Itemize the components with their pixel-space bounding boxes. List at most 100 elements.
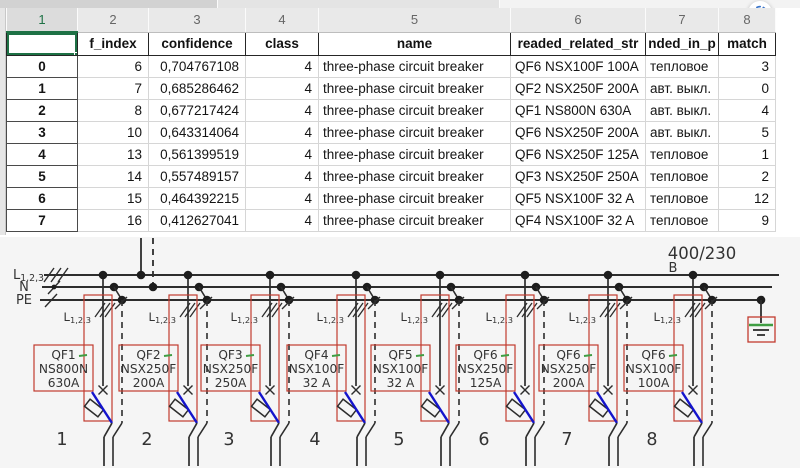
cell[interactable]: three-phase circuit breaker [318,120,511,144]
cell[interactable]: 4 [6,142,78,166]
cell[interactable]: QF4 NSX100F 32 A [510,208,646,232]
cell[interactable]: 5 [718,120,776,144]
cell[interactable]: QF6 NSX250F 200A [510,120,646,144]
column-header-6[interactable]: 6 [510,8,646,33]
svg-text:QF4: QF4 [304,348,329,362]
svg-text:QF6: QF6 [641,348,665,362]
column-header-4[interactable]: 4 [245,8,319,33]
column-header-2[interactable]: 2 [77,8,149,33]
cell[interactable]: 0,685286462 [148,76,246,100]
column-header-1[interactable]: 1 [6,8,78,33]
cell[interactable]: QF6 NSX100F 100A [510,54,646,78]
ocr-annotation-mark [78,354,88,357]
column-header-7[interactable]: 7 [645,8,719,33]
table-row: 7 16 0,412627041 4 three-phase circuit break… [6,208,776,232]
cell[interactable]: 6 [77,54,149,78]
cell[interactable]: 13 [77,142,149,166]
cell[interactable]: 7 [6,208,78,232]
branch-phase-label: L1,2,3 [317,310,344,325]
cell[interactable]: 4 [245,164,319,188]
cell[interactable]: QF2 NSX250F 200A [510,76,646,100]
cell[interactable]: 3 [6,120,78,144]
cell[interactable]: авт. выкл. [645,76,719,100]
svg-text:NSX250F: NSX250F [458,362,513,376]
cell[interactable]: тепловое [645,164,719,188]
cell[interactable]: 4 [245,186,319,210]
cell[interactable]: тепловое [645,142,719,166]
cell[interactable]: авт. выкл. [645,120,719,144]
cell[interactable]: 4 [245,54,319,78]
cell[interactable]: QF5 NSX100F 32 A [510,186,646,210]
feeder-number: 2 [141,430,152,450]
cell[interactable]: 2 [6,98,78,122]
cell[interactable]: three-phase circuit breaker [318,76,511,100]
cell[interactable]: QF3 NSX250F 250A [510,164,646,188]
cell[interactable]: 5 [6,164,78,188]
cell[interactable]: 12 [718,186,776,210]
field-header-match[interactable]: match [718,31,776,56]
cell[interactable]: 4 [245,98,319,122]
cell[interactable]: 14 [77,164,149,188]
cell[interactable]: тепловое [645,208,719,232]
cell[interactable]: 8 [77,98,149,122]
pe-bus-label: PE [16,293,32,308]
cell[interactable]: three-phase circuit breaker [318,54,511,78]
cell[interactable]: 0,677217424 [148,98,246,122]
cell[interactable]: авт. выкл. [645,98,719,122]
selected-cell[interactable] [6,31,78,56]
field-header-readed_related_str[interactable]: readed_related_str [510,31,646,56]
cell[interactable]: QF1 NS800N 630A [510,98,646,122]
column-header-3[interactable]: 3 [148,8,246,33]
cell[interactable]: three-phase circuit breaker [318,164,511,188]
table-row: 4 13 0,561399519 4 three-phase circuit break… [6,142,776,166]
cell[interactable]: 6 [6,186,78,210]
cell[interactable]: 10 [77,120,149,144]
contact-arm-highlight [427,391,451,424]
cell[interactable]: 4 [245,76,319,100]
toolbar-segment [218,0,500,8]
cell[interactable]: 3 [718,54,776,78]
cell[interactable]: 4 [245,142,319,166]
selection-handle[interactable] [74,51,77,54]
field-header-name[interactable]: name [318,31,511,56]
cell[interactable]: 4 [718,98,776,122]
cell[interactable]: 0 [6,54,78,78]
cell[interactable]: тепловое [645,54,719,78]
cell[interactable]: 16 [77,208,149,232]
cell[interactable]: 0,464392215 [148,186,246,210]
cell[interactable]: 15 [77,186,149,210]
field-header-f_index[interactable]: f_index [77,31,149,56]
cell[interactable]: 0,557489157 [148,164,246,188]
cell[interactable]: three-phase circuit breaker [318,208,511,232]
ground-symbol [747,295,776,343]
cell[interactable]: 9 [718,208,776,232]
cell[interactable]: QF6 NSX250F 125A [510,142,646,166]
cell[interactable]: 0,561399519 [148,142,246,166]
cell[interactable]: 1 [718,142,776,166]
field-header-nded_in_p[interactable]: nded_in_p [645,31,719,56]
cell[interactable]: 4 [245,208,319,232]
column-header-8[interactable]: 8 [718,8,776,33]
neutral-bus-label: N [19,280,29,295]
field-header-class[interactable]: class [245,31,319,56]
cell[interactable]: тепловое [645,186,719,210]
cell[interactable]: 0,643314064 [148,120,246,144]
cell[interactable]: 7 [77,76,149,100]
cell[interactable]: 1 [6,76,78,100]
column-header-5[interactable]: 5 [318,8,511,33]
cell[interactable]: 4 [245,120,319,144]
table-row: 0 6 0,704767108 4 three-phase circuit breake… [6,54,776,78]
release-unit-box [505,398,527,418]
cell[interactable]: three-phase circuit breaker [318,186,511,210]
field-header-confidence[interactable]: confidence [148,31,246,56]
cell[interactable]: three-phase circuit breaker [318,98,511,122]
cell[interactable]: 0 [718,76,776,100]
ocr-annotation-mark [245,354,255,357]
svg-text:200A: 200A [553,376,585,390]
cell[interactable]: 2 [718,164,776,188]
cell[interactable]: 0,704767108 [148,54,246,78]
cell[interactable]: 0,412627041 [148,208,246,232]
cell[interactable]: three-phase circuit breaker [318,142,511,166]
release-unit-box [250,398,272,418]
